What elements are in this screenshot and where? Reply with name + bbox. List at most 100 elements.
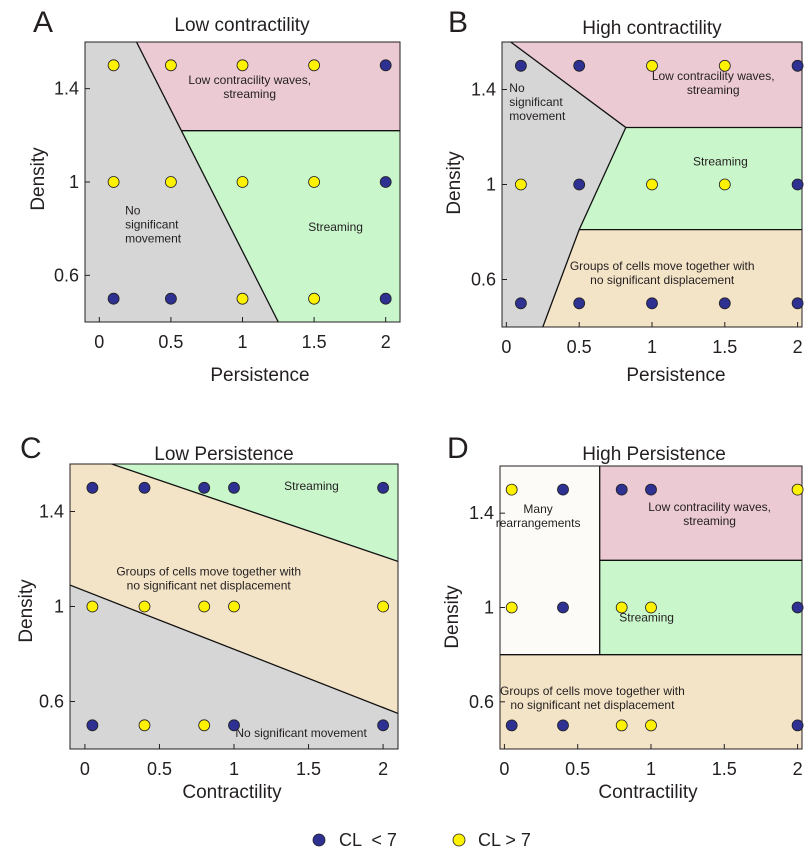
region-gray xyxy=(85,42,279,322)
plot-regions xyxy=(70,464,398,749)
y-tick-label: 0.6 xyxy=(469,692,494,712)
region-label-line: Many xyxy=(523,502,552,516)
region-tan xyxy=(542,229,802,327)
region-label-line: No xyxy=(125,204,141,218)
x-tick-label: 0.5 xyxy=(567,337,592,357)
y-tick-label: 0.6 xyxy=(471,270,496,290)
region-label-line: no significant displacement xyxy=(590,273,735,287)
panel-a: A Low contractility No significant movemen… xyxy=(28,6,401,386)
plot-regions xyxy=(500,466,802,749)
data-point-cl-above xyxy=(646,178,658,191)
x-tick-label: 0 xyxy=(499,759,509,779)
data-point-cl-below xyxy=(379,292,392,305)
data-point-cl-below xyxy=(791,178,804,191)
region-label-line: Low contracility waves, xyxy=(648,500,771,514)
region-green xyxy=(599,560,802,655)
region-label-line: rearrangements xyxy=(496,516,581,530)
y-tick-label: 1 xyxy=(486,175,496,195)
region-white xyxy=(500,466,600,655)
x-tick-label: 0 xyxy=(501,337,511,357)
data-point-cl-above xyxy=(645,601,657,614)
data-point-cl-below xyxy=(377,719,390,732)
data-point-cl-above xyxy=(308,59,321,72)
x-tick-label: 0 xyxy=(94,332,104,352)
data-point-cl-above xyxy=(228,600,240,613)
region-label: Low contracility waves, streaming xyxy=(648,500,771,528)
panel-title: Low contractility xyxy=(174,15,310,36)
plot-area: Many rearrangements Low contracility waves… xyxy=(469,465,804,779)
data-point-cl-below xyxy=(573,59,586,72)
data-point-cl-above xyxy=(236,176,249,188)
region-label-line: No significant movement xyxy=(235,726,367,740)
panel-title: High Persistence xyxy=(582,444,726,465)
y-tick-label: 1.4 xyxy=(469,503,494,523)
region-gray xyxy=(502,42,626,327)
data-point-cl-below xyxy=(86,719,99,732)
data-point-cl-below xyxy=(138,481,151,494)
data-point-cl-above xyxy=(138,600,151,613)
data-point-cl-below xyxy=(86,481,99,494)
region-label-line: Streaming xyxy=(308,220,363,234)
data-point-cl-below xyxy=(198,481,211,494)
data-point-cl-above xyxy=(791,483,804,496)
y-axis-label: Density xyxy=(442,585,463,649)
region-label: Streaming xyxy=(619,611,674,625)
panel-letter: A xyxy=(33,6,53,39)
data-point-cl-above xyxy=(107,59,120,72)
region-label-line: streaming xyxy=(223,87,276,101)
data-point-cl-below xyxy=(573,178,586,191)
panel-d: D High Persistence Many rearrangements Low… xyxy=(442,432,804,803)
data-point-cl-below xyxy=(228,481,240,494)
data-point-cl-below xyxy=(791,601,804,614)
x-axis-label: Persistence xyxy=(626,365,725,386)
panel-letter: B xyxy=(448,6,468,39)
data-point-cl-below xyxy=(645,483,657,496)
panel-c: C Low Persistence Groups of cells move t… xyxy=(16,432,399,803)
region-label: Low contracility waves, streaming xyxy=(188,73,311,101)
x-tick-label: 1 xyxy=(647,337,657,357)
region-boundary xyxy=(135,42,279,322)
panel-letter: D xyxy=(447,432,469,465)
legend-marker-cl-below xyxy=(312,833,326,847)
y-tick-label: 0.6 xyxy=(39,692,64,712)
plot-area: No significant movement Low contracility wa… xyxy=(471,41,804,357)
data-point-cl-above xyxy=(505,601,518,614)
panel-title: Low Persistence xyxy=(154,444,293,465)
region-boundary xyxy=(111,464,398,563)
y-tick-label: 1.4 xyxy=(471,80,496,100)
region-label: Streaming xyxy=(693,155,748,169)
region-label-line: Streaming xyxy=(619,611,674,625)
region-label-line: no significant net displacement xyxy=(127,579,292,593)
data-point-cl-above xyxy=(164,59,177,72)
data-point-cl-above xyxy=(308,176,321,188)
x-axis-label: Contractility xyxy=(182,782,282,803)
data-point-cl-above xyxy=(515,178,527,191)
data-point-cl-above xyxy=(198,719,211,732)
panel-title: High contractility xyxy=(582,18,722,39)
region-label-line: significant xyxy=(125,218,179,232)
x-tick-label: 0.5 xyxy=(147,759,172,779)
region-tan xyxy=(500,654,802,749)
region-label-line: No xyxy=(509,81,525,95)
data-point-cl-above xyxy=(198,600,211,613)
legend-label-cl-below: CL < 7 xyxy=(339,830,397,850)
data-point-cl-above xyxy=(377,600,390,613)
x-tick-label: 2 xyxy=(378,759,388,779)
y-tick-label: 0.6 xyxy=(54,265,79,285)
x-tick-label: 1 xyxy=(237,332,247,352)
data-point-cl-below xyxy=(515,59,527,72)
data-point-cl-below xyxy=(791,59,804,72)
x-tick-label: 1.5 xyxy=(712,337,737,357)
region-label-line: Groups of cells move together with xyxy=(570,259,755,273)
region-label: Streaming xyxy=(308,220,363,234)
x-tick-label: 0.5 xyxy=(565,759,590,779)
region-label: No significant movement xyxy=(125,204,182,246)
data-point-cl-above xyxy=(107,176,120,188)
data-point-cl-above xyxy=(615,601,628,614)
region-green xyxy=(579,127,802,230)
data-point-cl-above xyxy=(308,292,321,305)
region-label-line: movement xyxy=(509,109,566,123)
data-point-cl-above xyxy=(138,719,151,732)
region-label: Streaming xyxy=(284,479,339,493)
